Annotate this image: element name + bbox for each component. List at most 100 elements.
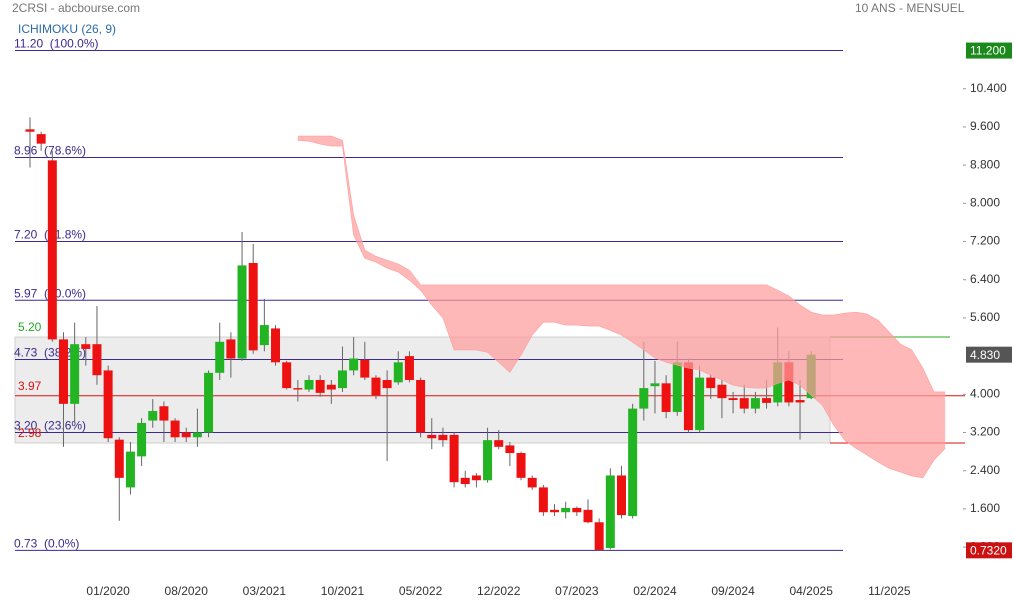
candle-body <box>628 408 638 517</box>
fib-label: 4.73 (38.2%) <box>14 346 86 360</box>
candle-body <box>605 475 615 549</box>
price-tag <box>966 542 1012 559</box>
x-tick-label: 03/2021 <box>243 584 287 598</box>
x-tick-label: 09/2024 <box>711 584 755 598</box>
candle-body <box>282 362 292 389</box>
price-tag-label: 11.200 <box>970 44 1006 58</box>
cloud-edge <box>297 135 946 393</box>
candle-body <box>750 398 760 409</box>
candle-body <box>795 400 805 403</box>
level-label: 2.98 <box>18 426 42 440</box>
candle-body <box>237 265 247 359</box>
candle-body <box>550 509 560 513</box>
candle-body <box>226 339 236 359</box>
y-tick-label: 6.400 <box>970 272 1000 286</box>
level-label: 5.20 <box>18 320 42 334</box>
candle-body <box>449 434 459 483</box>
candle-body <box>616 475 626 516</box>
fib-label: 3.20 (23.6%) <box>14 419 86 433</box>
candle-body <box>114 439 124 478</box>
x-tick-label: 07/2023 <box>555 584 599 598</box>
cloud-fill <box>297 136 946 478</box>
candle-body <box>683 362 693 431</box>
y-tick-label: 10.400 <box>970 81 1007 95</box>
candle-body <box>494 440 504 447</box>
y-tick-label: 8.000 <box>970 196 1000 210</box>
candle-body <box>148 411 158 421</box>
candle-body <box>661 383 671 412</box>
x-tick-label: 10/2021 <box>321 584 365 598</box>
candle-body <box>170 420 180 438</box>
cloud-edge <box>297 140 946 479</box>
price-tag-label: 4.830 <box>970 348 1000 362</box>
chart-title: 2CRSI - abcbourse.com <box>12 1 140 15</box>
candle-body <box>70 344 80 404</box>
candle-body <box>572 507 582 513</box>
candle-body <box>47 160 57 340</box>
candle-body <box>360 359 370 378</box>
y-tick-label: 2.400 <box>970 463 1000 477</box>
candle-body <box>650 383 660 387</box>
indicator: ICHIMOKU (26, 9) <box>18 22 116 36</box>
candle-body <box>739 398 749 409</box>
x-tick-label: 12/2022 <box>477 584 521 598</box>
candle-body <box>81 344 91 349</box>
candle-body <box>248 263 258 351</box>
y-tick-label: 4.000 <box>970 386 1000 400</box>
candle-body <box>728 398 738 401</box>
candle-body <box>192 432 202 438</box>
fib-label: 8.96 (78.6%) <box>14 144 86 158</box>
candle-body <box>382 379 392 389</box>
candle-body <box>181 432 191 438</box>
fib-label: 0.73 (0.0%) <box>14 537 79 551</box>
candle-body <box>259 325 269 346</box>
x-tick-label: 11/2025 <box>868 584 911 598</box>
candle-body <box>25 129 35 132</box>
x-tick-label: 02/2024 <box>633 584 677 598</box>
candle-body <box>639 388 649 409</box>
x-tick-label: 04/2025 <box>790 584 834 598</box>
candle-body <box>293 388 303 390</box>
candle-body <box>371 377 381 396</box>
candle-body <box>103 370 113 439</box>
candle-body <box>583 509 593 523</box>
candle-body <box>594 522 604 550</box>
candle-body <box>460 477 470 485</box>
candle-body <box>672 362 682 412</box>
candle-body <box>416 379 426 433</box>
candle-body <box>349 358 359 371</box>
y-tick-label: 1.600 <box>970 501 1000 515</box>
candle-body <box>337 370 347 389</box>
candle-body <box>762 398 772 403</box>
x-tick-label: 01/2020 <box>86 584 130 598</box>
candle-body <box>92 344 102 376</box>
candle-body <box>36 134 46 144</box>
candle-body <box>527 477 537 488</box>
candle-body <box>159 406 169 421</box>
candle-body <box>516 453 526 478</box>
candle-body <box>404 356 414 380</box>
candle-body <box>471 475 481 481</box>
candle-body <box>204 372 214 433</box>
candle-body <box>137 422 147 457</box>
candle-body <box>483 440 493 481</box>
period: 10 ANS - MENSUEL <box>855 1 965 15</box>
candle-body <box>706 377 716 389</box>
candle-body <box>215 341 225 373</box>
price-tag <box>966 346 1012 363</box>
candle-body <box>717 384 727 399</box>
candle-body <box>505 445 515 454</box>
level-label: 3.97 <box>18 379 42 393</box>
y-tick-label: 8.800 <box>970 157 1000 171</box>
candle-body <box>58 339 68 404</box>
candle-body <box>784 362 794 403</box>
candle-body <box>315 379 325 393</box>
candle-body <box>304 379 314 390</box>
x-tick-label: 05/2022 <box>399 584 443 598</box>
candle-body <box>561 507 571 513</box>
candle-body <box>326 384 336 390</box>
candle-body <box>695 377 705 431</box>
candle-body <box>125 451 135 488</box>
price-tag-label: 0.7320 <box>970 544 1007 558</box>
candle-body <box>393 362 403 383</box>
